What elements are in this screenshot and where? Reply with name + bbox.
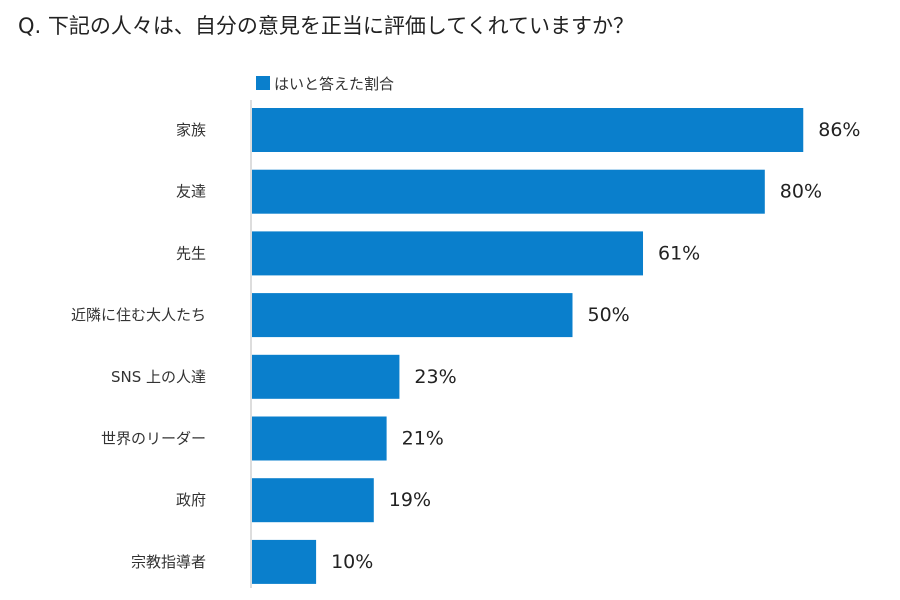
question-title: Q. 下記の人々は、自分の意見を正当に評価してくれていますか？ — [18, 14, 634, 38]
category-label: 宗教指導者 — [131, 553, 206, 571]
category-label: 先生 — [176, 244, 206, 262]
bar — [252, 539, 317, 584]
legend-label: はいと答えた割合 — [274, 74, 395, 93]
category-label: SNS 上の人達 — [111, 368, 206, 386]
category-label: 世界のリーダー — [101, 430, 206, 448]
category-label: 友達 — [176, 183, 206, 201]
value-label: 21% — [402, 428, 444, 450]
category-label: 政府 — [176, 491, 206, 509]
category-label: 近隣に住む大人たち — [71, 306, 206, 324]
chart-legend: はいと答えた割合 — [256, 73, 394, 93]
value-label: 23% — [414, 366, 456, 388]
value-label: 50% — [588, 304, 630, 326]
value-label: 10% — [331, 551, 373, 573]
bar — [252, 169, 765, 214]
value-label: 86% — [818, 119, 860, 141]
value-label: 19% — [389, 489, 431, 511]
legend-swatch — [256, 76, 270, 90]
value-label: 61% — [658, 242, 700, 264]
bar — [252, 231, 644, 276]
bar — [252, 416, 387, 461]
category-label: 家族 — [176, 121, 206, 139]
bar — [252, 354, 400, 399]
bar — [252, 478, 374, 523]
bar — [252, 293, 573, 338]
value-label: 80% — [780, 181, 822, 203]
bar — [252, 108, 804, 152]
